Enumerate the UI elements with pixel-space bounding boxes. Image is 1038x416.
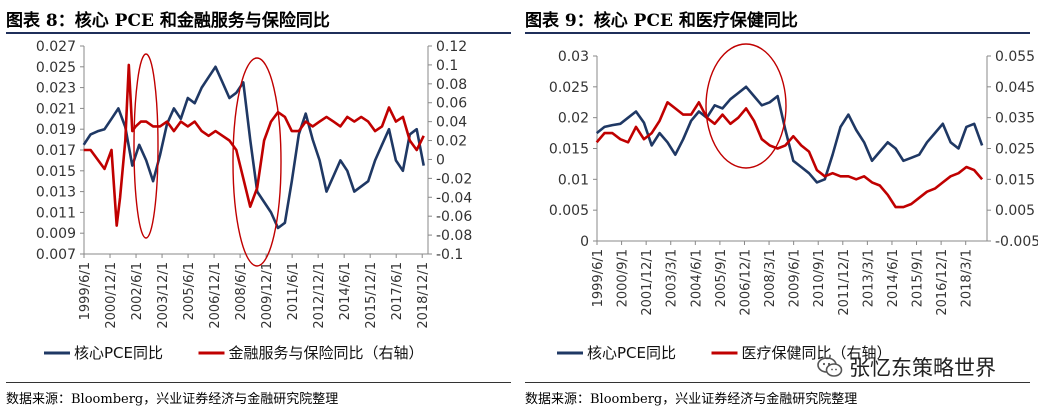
wechat-icon [817,357,843,377]
x-tick-label: 2012/12/1 [312,262,327,329]
x-tick-label: 2015/9/1 [911,249,926,307]
chart-panel-left: 图表 8：核心 PCE 和金融服务与保险同比 0.007 0.009 0.011 0.… [6,11,511,407]
y-tick-label-left: 0.013 [36,185,76,201]
y-tick-label-right: 0.015 [995,172,1035,188]
y-tick-label-left: 0.021 [36,101,76,117]
legend-label: 金融服务与保险同比（右轴） [229,344,424,362]
y-tick-label-left: 0 [580,234,589,250]
y-tick-label-left: 0.01 [558,172,589,188]
y-tick-label-right: 0.06 [436,96,467,112]
series-line-1 [595,101,984,209]
x-tick-label: 2003/3/1 [665,249,680,307]
y-tick-label-right: -0.005 [995,234,1038,250]
chart-panel-right: 图表 9：核心 PCE 和医疗保健同比 0 0.005 0.01 0.015 0.02 0… [519,0,1038,416]
x-tick-label: 2003/12/1 [156,262,171,329]
y-tick-label-left: 0.03 [558,49,589,65]
chart-title: 图表 8：核心 PCE 和金融服务与保险同比 [6,11,330,31]
x-tick-label: 2002/6/1 [130,262,145,320]
y-tick-label-right: -0.04 [436,190,472,206]
x-tick-label: 2006/12/1 [208,262,223,329]
source-note: 数据来源：Bloomberg，兴业证券经济与金融研究院整理 [525,392,858,407]
series-line-0 [595,85,984,184]
x-tick-label: 2005/9/1 [714,249,729,307]
y-tick-label-right: 0.12 [436,39,467,55]
title-divider [6,32,511,34]
x-tick-label: 2010/9/1 [812,249,827,307]
x-tick-label: 2009/12/1 [260,262,275,329]
y-tick-label-right: 0.02 [436,134,467,150]
y-tick-label-right: 0.055 [995,49,1035,65]
y-tick-label-right: -0.1 [436,247,463,263]
watermark-text: 张忆东策略世界 [849,356,996,380]
x-tick-label: 2014/6/1 [338,262,353,320]
x-tick-label: 2001/12/1 [640,249,655,316]
legend-label: 核心PCE同比 [587,344,676,362]
y-tick-label-right: 0.005 [995,203,1035,219]
footer-divider [525,382,1030,383]
x-tick-label: 2000/9/1 [616,249,631,307]
x-tick-label: 2015/12/1 [364,262,379,329]
y-tick-label-left: 0.02 [558,111,589,127]
y-tick-label-right: -0.02 [436,171,472,187]
highlight-ellipse [133,53,159,239]
y-tick-label-left: 0.007 [36,247,76,263]
y-tick-label-left: 0.027 [36,39,76,55]
legend-label: 核心PCE同比 [74,344,163,362]
x-tick-label: 2008/3/1 [763,249,778,307]
y-tick-label-left: 0.025 [549,80,589,96]
x-tick-label: 2018/12/1 [416,262,431,329]
chart-left: 0.0070.0090.0110.0130.0150.0170.0190.021… [36,39,472,362]
x-tick-label: 2009/6/1 [788,249,803,307]
x-tick-label: 2018/3/1 [960,249,975,307]
x-tick-label: 2004/6/1 [689,249,704,307]
x-tick-label: 2011/12/1 [837,249,852,316]
y-tick-label-right: 0.1 [436,58,458,74]
y-tick-label-left: 0.015 [36,164,76,180]
highlight-ellipse [705,43,787,169]
y-tick-label-right: 0.08 [436,77,467,93]
series-line-0 [82,65,425,230]
x-tick-label: 2011/6/1 [286,262,301,320]
x-tick-label: 2000/12/1 [104,262,119,329]
y-tick-label-right: -0.08 [436,228,472,244]
x-tick-label: 2006/12/1 [738,249,753,316]
x-tick-label: 2008/6/1 [234,262,249,320]
x-tick-label: 1999/6/1 [591,249,606,307]
series-line-1 [83,63,425,227]
chart-right: 0 0.005 0.01 0.015 0.02 0.025 0.03 -0.005 0.005 0… [549,43,1038,362]
x-tick-label: 2014/6/1 [886,249,901,307]
y-tick-label-left: 0.023 [36,81,76,97]
y-tick-label-left: 0.019 [36,122,76,138]
highlight-ellipse [232,57,282,267]
watermark: 张忆东策略世界 [817,352,996,382]
x-tick-label: 2017/6/1 [390,262,405,320]
y-tick-label-right: -0.06 [436,209,472,225]
y-tick-label-right: 0.04 [436,115,467,131]
x-tick-label: 2013/3/1 [861,249,876,307]
footer-divider [6,382,511,383]
title-divider [525,32,1030,34]
chart-title: 图表 9：核心 PCE 和医疗保健同比 [525,11,798,31]
y-tick-label-right: 0.045 [995,80,1035,96]
x-tick-label: 2016/12/1 [935,249,950,316]
y-tick-label-right: 0.035 [995,111,1035,127]
legend-label: 医疗保健同比（右轴） [742,344,892,362]
y-tick-label-right: 0.025 [995,142,1035,158]
y-tick-label-left: 0.011 [36,205,76,221]
y-tick-label-left: 0.009 [36,226,76,242]
y-tick-label-left: 0.025 [36,60,76,76]
source-note: 数据来源：Bloomberg，兴业证券经济与金融研究院整理 [6,392,339,407]
x-tick-label: 1999/6/1 [78,262,93,320]
y-tick-label-left: 0.015 [549,142,589,158]
x-tick-label: 2005/6/1 [182,262,197,320]
y-tick-label-left: 0.005 [549,203,589,219]
y-tick-label-right: 0 [436,152,445,168]
y-tick-label-left: 0.017 [36,143,76,159]
